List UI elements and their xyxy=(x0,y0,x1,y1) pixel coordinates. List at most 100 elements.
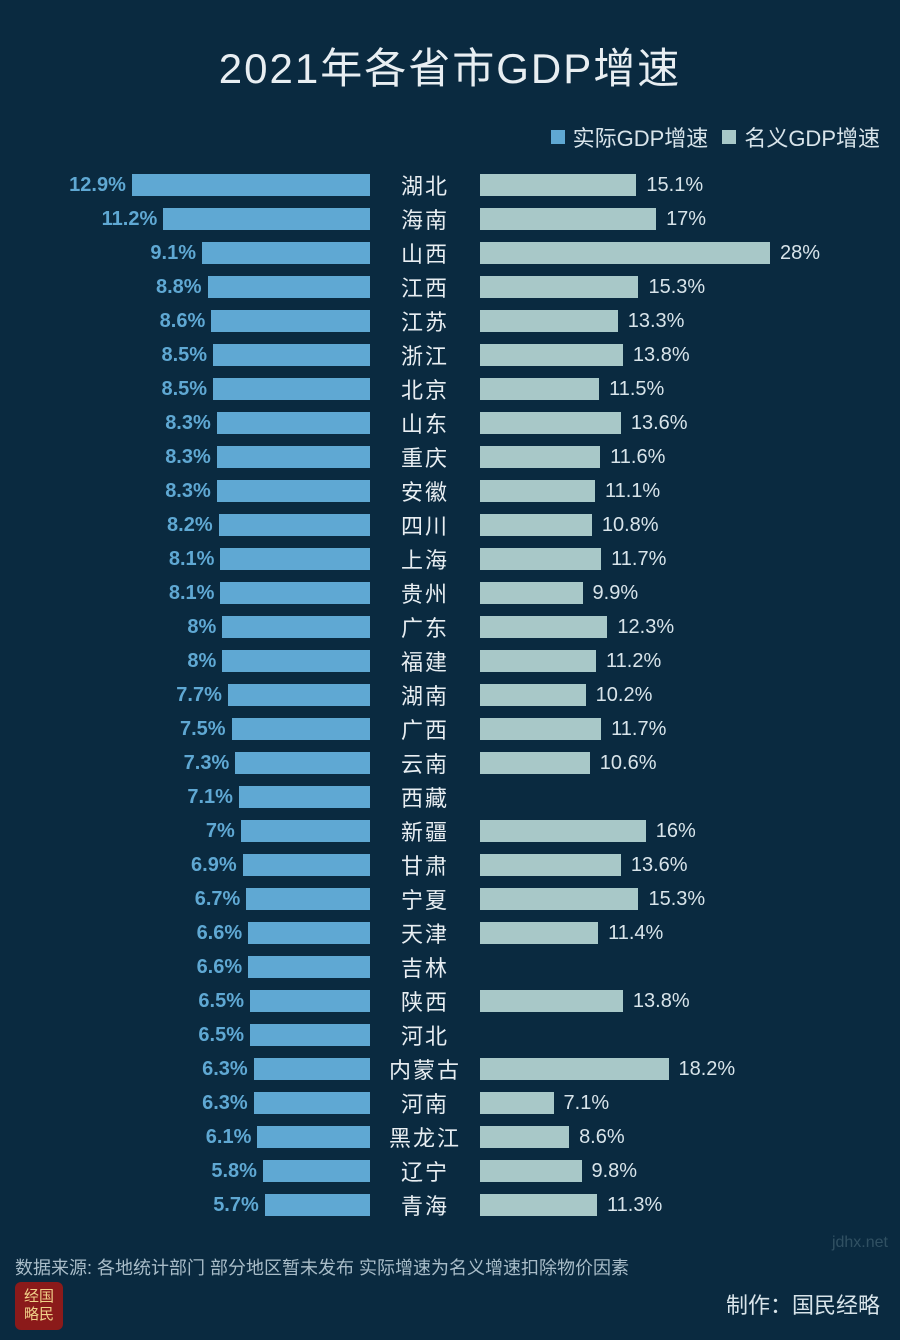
right-value-label: 11.1% xyxy=(605,480,660,503)
right-bar xyxy=(480,514,592,536)
right-bar xyxy=(480,208,656,230)
credit-label: 制作：国民经略 xyxy=(726,1288,880,1320)
publisher-stamp: 经国 略民 xyxy=(15,1282,63,1330)
chart-row: 5.7%青海11.3% xyxy=(30,1188,870,1222)
left-bar xyxy=(248,956,370,978)
stamp-line1: 经国 xyxy=(24,1288,54,1306)
right-value-label: 13.6% xyxy=(631,412,688,435)
right-bar xyxy=(480,650,596,672)
right-bar xyxy=(480,990,623,1012)
left-value-label: 8.5% xyxy=(161,378,207,401)
province-name: 江苏 xyxy=(370,305,480,337)
province-name: 贵州 xyxy=(370,577,480,609)
left-bar xyxy=(232,718,370,740)
chart-row: 6.6%天津11.4% xyxy=(30,916,870,950)
province-name: 陕西 xyxy=(370,985,480,1017)
left-value-label: 7.1% xyxy=(187,786,233,809)
left-value-label: 11.2% xyxy=(102,208,158,231)
chart-row: 8.8%江西15.3% xyxy=(30,270,870,304)
right-bar xyxy=(480,1092,554,1114)
chart-row: 5.8% 辽宁 9.8% xyxy=(30,1154,870,1188)
province-name: 广东 xyxy=(370,611,480,643)
right-bar xyxy=(480,1126,569,1148)
chart-row: 8.6%江苏13.3% xyxy=(30,304,870,338)
right-bar xyxy=(480,820,646,842)
left-value-label: 8.3% xyxy=(165,446,211,469)
left-value-label: 8.1% xyxy=(169,548,215,571)
right-bar xyxy=(480,446,600,468)
chart-row: 6.7%宁夏15.3% xyxy=(30,882,870,916)
right-bar xyxy=(480,548,601,570)
left-value-label: 5.8% xyxy=(211,1160,257,1183)
right-bar xyxy=(480,582,583,604)
left-bar xyxy=(217,412,370,434)
left-value-label: 8.5% xyxy=(161,344,207,367)
left-value-label: 6.7% xyxy=(195,888,241,911)
left-bar xyxy=(220,582,370,604)
left-value-label: 6.1% xyxy=(206,1126,252,1149)
province-name: 西藏 xyxy=(370,781,480,813)
right-bar xyxy=(480,1058,669,1080)
chart-row: 8.5%浙江13.8% xyxy=(30,338,870,372)
right-bar xyxy=(480,684,586,706)
right-value-label: 9.8% xyxy=(592,1160,638,1183)
right-bar xyxy=(480,344,623,366)
right-bar xyxy=(480,310,618,332)
right-value-label: 13.8% xyxy=(633,990,690,1013)
right-bar xyxy=(480,412,621,434)
province-name: 广西 xyxy=(370,713,480,745)
legend-swatch-right xyxy=(722,130,736,144)
left-bar xyxy=(222,616,370,638)
left-bar xyxy=(246,888,370,910)
right-value-label: 11.6% xyxy=(610,446,665,469)
left-bar xyxy=(254,1058,370,1080)
right-bar xyxy=(480,276,638,298)
stamp-line2: 略民 xyxy=(24,1306,54,1324)
chart-row: 7%新疆16% xyxy=(30,814,870,848)
province-name: 辽宁 xyxy=(370,1155,480,1187)
left-value-label: 8.3% xyxy=(165,480,211,503)
chart-row: 6.5% 陕西 13.8% xyxy=(30,984,870,1018)
right-bar xyxy=(480,1160,582,1182)
right-value-label: 18.2% xyxy=(679,1058,736,1081)
chart-row: 8%广东12.3% xyxy=(30,610,870,644)
left-value-label: 7.3% xyxy=(184,752,230,775)
province-name: 福建 xyxy=(370,645,480,677)
left-value-label: 6.6% xyxy=(197,956,243,979)
right-bar xyxy=(480,752,590,774)
left-bar xyxy=(217,446,370,468)
province-name: 新疆 xyxy=(370,815,480,847)
left-value-label: 7% xyxy=(206,820,235,843)
left-bar xyxy=(222,650,370,672)
right-value-label: 11.5% xyxy=(609,378,664,401)
legend-left-label: 实际GDP增速 xyxy=(573,121,709,153)
left-bar xyxy=(257,1126,370,1148)
source-note: 数据来源: 各地统计部门 部分地区暂未发布 实际增速为名义增速扣除物价因素 xyxy=(15,1254,629,1280)
right-bar xyxy=(480,480,595,502)
left-value-label: 8.8% xyxy=(156,276,202,299)
province-name: 河南 xyxy=(370,1087,480,1119)
legend: 实际GDP增速 名义GDP增速 xyxy=(0,96,900,168)
province-name: 河北 xyxy=(370,1019,480,1051)
province-name: 安徽 xyxy=(370,475,480,507)
province-name: 北京 xyxy=(370,373,480,405)
chart-title: 2021年各省市GDP增速 xyxy=(0,0,900,96)
right-bar xyxy=(480,888,638,910)
left-bar xyxy=(217,480,370,502)
chart-row: 7.3%云南10.6% xyxy=(30,746,870,780)
left-value-label: 6.5% xyxy=(198,990,244,1013)
right-bar xyxy=(480,616,607,638)
chart-row: 12.9%湖北15.1% xyxy=(30,168,870,202)
chart-row: 8.1%上海11.7% xyxy=(30,542,870,576)
left-bar xyxy=(132,174,370,196)
chart-row: 6.5%河北 xyxy=(30,1018,870,1052)
chart-row: 7.1% 西藏 xyxy=(30,780,870,814)
province-name: 重庆 xyxy=(370,441,480,473)
province-name: 吉林 xyxy=(370,951,480,983)
left-value-label: 6.9% xyxy=(191,854,237,877)
left-value-label: 7.7% xyxy=(176,684,222,707)
chart-row: 7.5%广西11.7% xyxy=(30,712,870,746)
chart-row: 8.1%贵州9.9% xyxy=(30,576,870,610)
right-value-label: 28% xyxy=(780,242,820,265)
chart-row: 6.6% 吉林 xyxy=(30,950,870,984)
